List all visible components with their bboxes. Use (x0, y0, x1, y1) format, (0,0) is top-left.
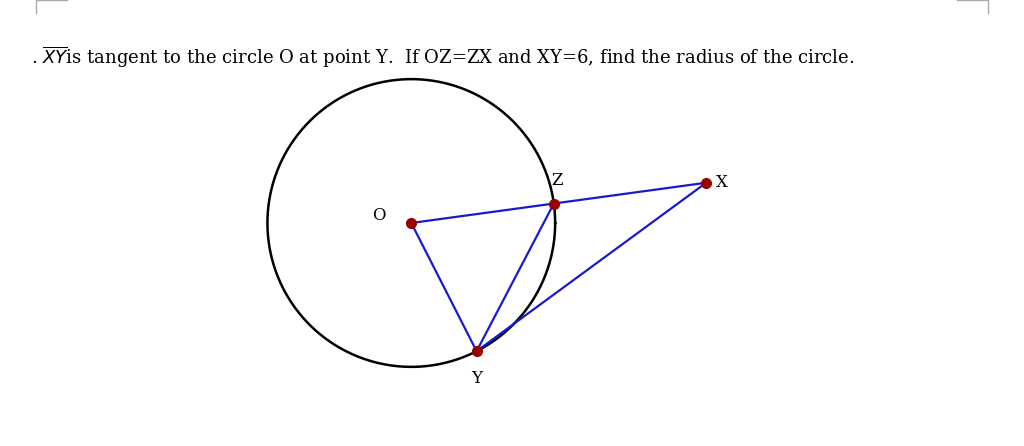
Text: . $\overline{XY}$is tangent to the circle O at point Y.  If OZ=ZX and XY=6, find: . $\overline{XY}$is tangent to the circl… (31, 45, 854, 70)
Text: Z: Z (551, 172, 562, 189)
Text: O: O (372, 207, 385, 224)
Text: X: X (717, 174, 728, 191)
Text: Y: Y (471, 370, 482, 387)
